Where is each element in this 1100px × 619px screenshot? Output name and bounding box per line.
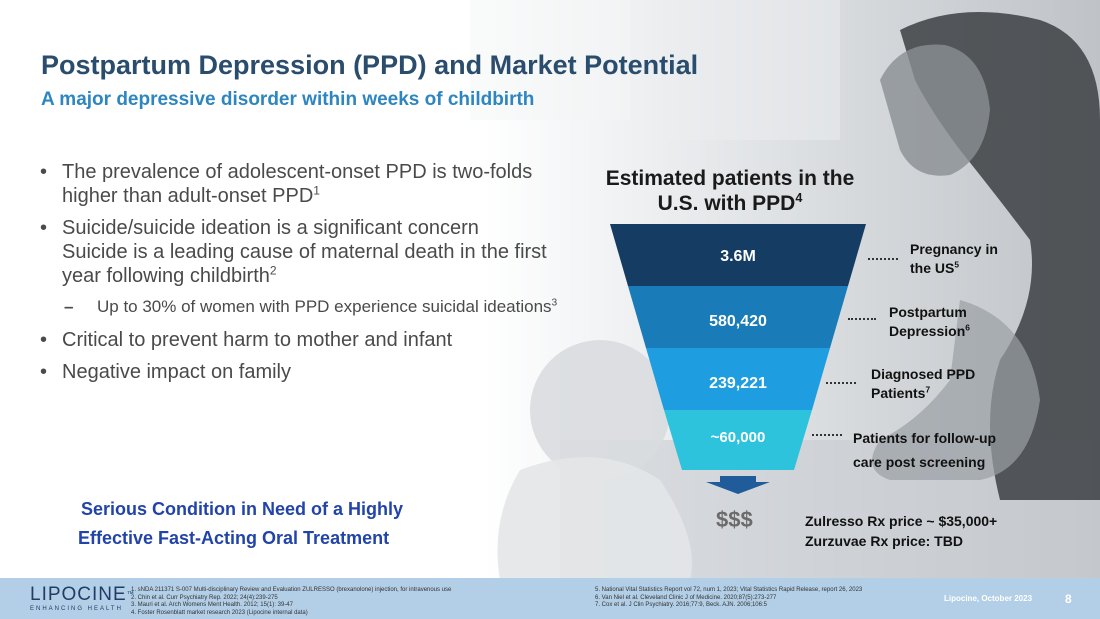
funnel-note: Patients for follow-up care post screeni… (853, 426, 996, 474)
bullet-text: Suicide is a leading cause of maternal d… (62, 241, 547, 287)
funnel-note: Pregnancy in the US5 (910, 240, 998, 278)
slide-subtitle: A major depressive disorder within weeks… (41, 89, 535, 110)
funnel-note-ref: 5 (954, 259, 960, 270)
bullet-glyph: • (40, 329, 48, 351)
funnel-title: Estimated patients in the U.S. with PPD4 (585, 166, 875, 216)
company-logo: LIPOCINE™ ENHANCING HEALTH (30, 585, 135, 613)
leader-line (848, 318, 876, 320)
bullet-glyph: • (40, 361, 48, 383)
bullet-ref: 3 (551, 297, 558, 309)
funnel-note-line: the US (910, 260, 955, 276)
bullet-text: Critical to prevent harm to mother and i… (62, 329, 453, 351)
funnel-note-line: Depression (889, 323, 966, 339)
bullet-list: • The prevalence of adolescent-onset PPD… (40, 160, 560, 392)
references-left: 1. sNDA 211371 S-007 Multi-disciplinary … (131, 587, 571, 617)
callout-line: Serious Condition in Need of a Highly (81, 499, 404, 519)
logo-tagline: ENHANCING HEALTH (30, 606, 123, 612)
funnel-note-line: Patients (871, 385, 926, 401)
funnel-note-ref: 7 (925, 384, 931, 395)
bullet-glyph: • (40, 217, 48, 239)
bullet-item: • Suicide/suicide ideation is a signific… (40, 216, 560, 288)
callout-line: Effective Fast-Acting Oral Treatment (78, 528, 390, 548)
funnel-value: 580,420 (709, 313, 767, 330)
sub-bullet-text: Up to 30% of women with PPD experience s… (97, 297, 552, 316)
bullet-glyph: • (40, 161, 48, 183)
bullet-text: Negative impact on family (62, 361, 291, 383)
price-line: Zurzuvae Rx price: TBD (805, 533, 963, 549)
funnel-value: ~60,000 (710, 429, 766, 446)
leader-line (826, 382, 856, 384)
funnel-title-line: U.S. with PPD (657, 192, 796, 215)
funnel-note-line: Postpartum (889, 304, 967, 320)
bullet-text: The prevalence of adolescent-onset PPD i… (62, 161, 533, 207)
reference-item: 3. Mauri et al. Arch Womens Ment Health.… (131, 602, 293, 608)
bullet-text: Suicide/suicide ideation is a significan… (62, 217, 479, 239)
callout: Serious Condition in Need of a Highly Ef… (78, 495, 403, 553)
bullet-item: • The prevalence of adolescent-onset PPD… (40, 160, 560, 208)
bullet-item: • Critical to prevent harm to mother and… (40, 328, 560, 352)
funnel-note-line: Diagnosed PPD (871, 366, 976, 382)
price-symbol: $$$ (716, 507, 753, 532)
funnel-segment (646, 348, 830, 410)
dash-glyph: – (64, 297, 74, 316)
funnel-value: 239,221 (709, 375, 767, 392)
reference-item: 6. Van Niel et al. Cleveland Clinic J of… (595, 594, 777, 601)
leader-line (812, 434, 842, 436)
bullet-ref: 1 (313, 183, 320, 198)
reference-item: 1. sNDA 211371 S-007 Multi-disciplinary … (131, 587, 452, 593)
footer-date: Lipocine, October 2023 (944, 594, 1033, 603)
funnel-note: Postpartum Depression6 (889, 303, 970, 341)
bullet-item: • Negative impact on family (40, 360, 560, 384)
funnel-note: Diagnosed PPD Patients7 (871, 365, 975, 403)
sub-bullet-item: – Up to 30% of women with PPD experience… (40, 296, 560, 318)
reference-item: 2. Chin et al. Curr Psychiatry Rep. 2022… (131, 594, 278, 601)
funnel-arrow (706, 476, 770, 494)
reference-item: 7. Cox et al. J Clin Psychiatry. 2016;77… (595, 602, 767, 608)
logo-tm: ™ (126, 591, 135, 598)
references-right: 5. National Vital Statistics Report vol … (595, 587, 925, 610)
logo-text: LIPOCINE (30, 584, 127, 605)
reference-item: 4. Foster Rosenblatt market research 202… (131, 609, 308, 616)
funnel-title-ref: 4 (795, 191, 803, 205)
funnel-segment (610, 224, 866, 286)
price-info: Zulresso Rx price ~ $35,000+ Zurzuvae Rx… (805, 511, 997, 551)
bullet-ref: 2 (269, 263, 277, 278)
funnel-note-ref: 6 (965, 322, 970, 333)
funnel-title-line: Estimated patients in the (605, 167, 855, 190)
price-line: Zulresso Rx price ~ $35,000+ (805, 513, 998, 529)
slide-title: Postpartum Depression (PPD) and Market P… (41, 50, 699, 80)
funnel-value: 3.6M (720, 248, 756, 265)
funnel-segment (664, 410, 812, 470)
footer-bar (0, 578, 1100, 619)
funnel-segment (628, 286, 848, 348)
leader-line (868, 258, 898, 260)
funnel-note-line: Pregnancy in (910, 241, 998, 257)
page-number: 8 (1065, 592, 1072, 606)
reference-item: 5. National Vital Statistics Report vol … (595, 587, 863, 593)
funnel-note-line: Patients for follow-up (853, 430, 997, 446)
funnel-note-line: care post screening (853, 454, 986, 470)
